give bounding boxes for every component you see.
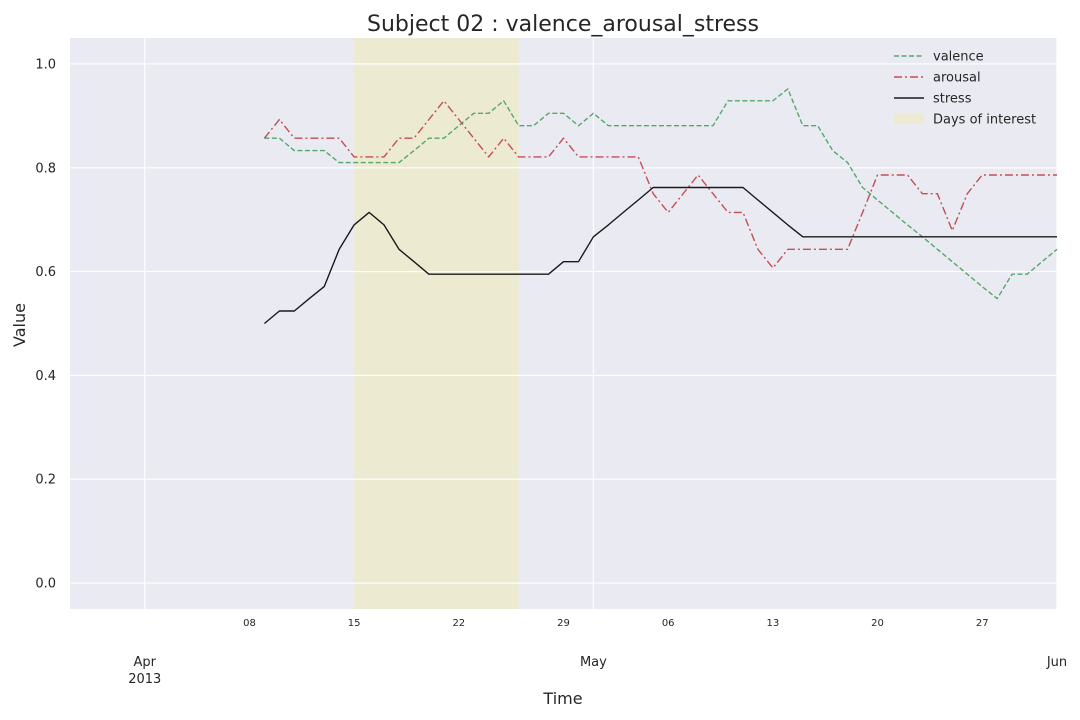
x-minor-tick-label: 27 (976, 618, 989, 629)
legend-swatch-days-of-interest (894, 114, 924, 124)
x-minor-tick-label: 08 (243, 618, 256, 629)
y-tick-label: 1.0 (35, 57, 56, 72)
x-minor-tick-label: 15 (348, 618, 361, 629)
grid-layer (70, 38, 1058, 609)
series-line-arousal (263, 100, 1057, 269)
days-of-interest-band (354, 38, 519, 609)
y-tick-label: 0.4 (35, 369, 56, 384)
plot-area (70, 38, 1057, 609)
y-tick-label: 0.6 (35, 265, 56, 280)
x-major-tick-sublabel: 2013 (128, 672, 161, 687)
x-major-tick-label: Apr (134, 655, 157, 670)
legend-label-stress: stress (933, 92, 972, 107)
legend-label-days-of-interest: Days of interest (933, 113, 1036, 128)
x-minor-tick-label: 20 (871, 618, 884, 629)
chart-title: Subject 02 : valence_arousal_stress (367, 12, 759, 37)
x-minor-tick-label: 13 (766, 618, 779, 629)
highlight-layer (354, 38, 519, 609)
y-tick-label: 0.8 (35, 161, 56, 176)
y-tick-label: 0.2 (35, 473, 56, 488)
x-minor-tick-label: 06 (662, 618, 675, 629)
x-minor-tick-label: 29 (557, 618, 570, 629)
x-major-tick-label: Jun (1046, 655, 1067, 670)
x-major-tick-label: May (580, 655, 607, 670)
y-axis-label: Value (10, 303, 29, 347)
series-line-valence (264, 88, 1058, 300)
legend-label-arousal: arousal (933, 71, 981, 86)
legend-label-valence: valence (933, 50, 984, 65)
y-tick-label: 0.0 (35, 577, 56, 592)
x-minor-tick-label: 22 (452, 618, 465, 629)
x-axis-label: Time (542, 689, 582, 708)
legend: valence arousal stress Days of interest (894, 50, 1036, 128)
series-line-stress (263, 186, 1057, 325)
series-layer (263, 88, 1058, 325)
